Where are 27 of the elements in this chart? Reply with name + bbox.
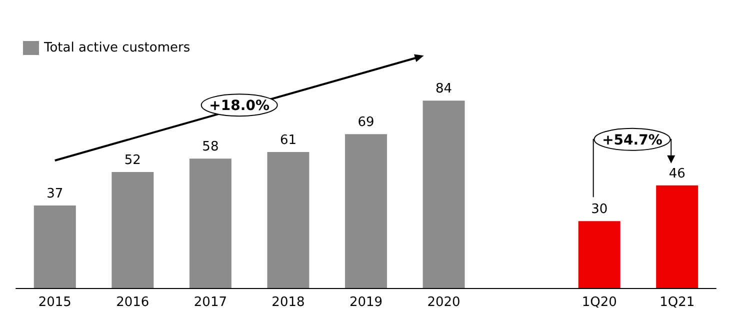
bar [112, 172, 154, 288]
data-label: 69 [358, 115, 374, 130]
bar [422, 100, 465, 288]
bar [34, 205, 76, 288]
x-tick-label: 2018 [272, 295, 305, 310]
bar [656, 185, 698, 288]
bar [267, 152, 310, 288]
x-tick-label: 2017 [194, 295, 227, 310]
annotation: +54.7% [602, 132, 662, 148]
bar [345, 134, 387, 288]
x-tick-label: 2015 [38, 295, 72, 310]
data-label: 84 [436, 82, 452, 97]
x-tick-label: 2016 [116, 295, 150, 310]
data-label: 52 [124, 153, 141, 168]
x-tick-label: 1Q20 [582, 295, 617, 310]
x-tick-label: 2020 [427, 295, 460, 310]
x-tick-label: 1Q21 [660, 295, 695, 310]
data-label: 30 [591, 202, 608, 218]
bar [578, 221, 620, 288]
data-label: 37 [46, 186, 64, 202]
data-label: 58 [202, 140, 219, 155]
bar [189, 158, 232, 288]
data-label: 61 [280, 132, 296, 148]
data-label: 46 [668, 166, 686, 182]
annotation: +18.0% [209, 98, 270, 114]
legend-label: Total active customers [43, 40, 190, 56]
x-tick-label: 2019 [349, 295, 383, 310]
